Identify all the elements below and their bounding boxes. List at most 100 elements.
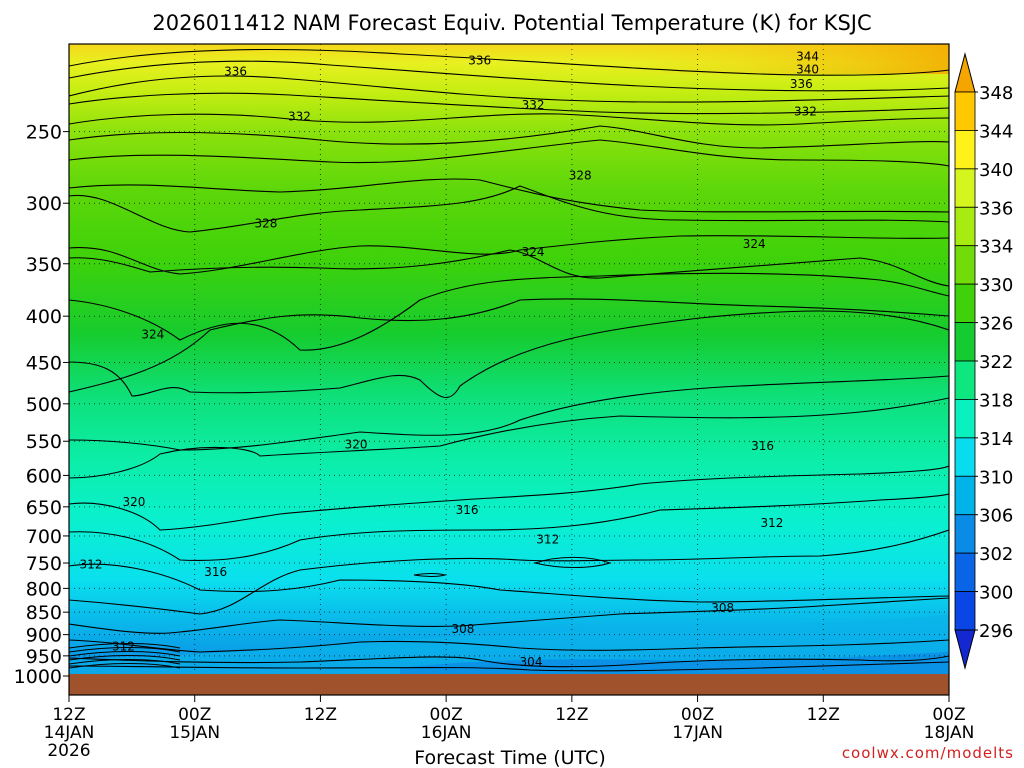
colorbar-segment bbox=[954, 591, 976, 631]
colorbar-label: 340 bbox=[979, 160, 1013, 181]
colorbar: 348 344 340 336 334 330 326 322 318 314 310 306 302 3… bbox=[954, 52, 1013, 670]
contour-line bbox=[69, 92, 949, 115]
contour-line bbox=[69, 139, 949, 167]
contour-line bbox=[69, 249, 949, 287]
colorbar-label: 330 bbox=[979, 275, 1013, 296]
contour-label: 308 bbox=[711, 601, 734, 615]
grid-lines bbox=[69, 44, 949, 674]
contour-line bbox=[69, 49, 949, 76]
contour-label: 320 bbox=[345, 437, 368, 451]
colorbar-label: 310 bbox=[979, 467, 1013, 488]
x-tick-label: 2026 bbox=[47, 741, 90, 761]
contour-label: 316 bbox=[456, 503, 479, 517]
colorbar-label: 344 bbox=[979, 121, 1013, 142]
contour-label: 344 bbox=[796, 50, 819, 64]
x-tick-label: 12Z bbox=[555, 705, 588, 725]
y-tick-label: 550 bbox=[26, 431, 62, 453]
contour-line bbox=[69, 563, 949, 603]
colorbar-segment bbox=[954, 475, 976, 516]
contour-line bbox=[69, 113, 949, 126]
x-tick-label: 00Z bbox=[932, 705, 965, 725]
theta-e-min-region bbox=[400, 652, 949, 674]
y-tick-label: 400 bbox=[26, 306, 62, 328]
contour-label: 340 bbox=[796, 63, 819, 77]
contour-label: 332 bbox=[794, 105, 817, 119]
x-tick-label: 16JAN bbox=[421, 723, 472, 743]
x-tick-label: 12Z bbox=[52, 705, 85, 725]
colorbar-label: 296 bbox=[979, 621, 1013, 642]
chart-title: 2026011412 NAM Forecast Equiv. Potential… bbox=[152, 11, 871, 35]
contour-label: 324 bbox=[141, 327, 164, 341]
contour-label: 328 bbox=[569, 169, 592, 183]
colorbar-segment bbox=[954, 283, 976, 323]
contour-line bbox=[69, 654, 181, 661]
colorbar-segment bbox=[954, 514, 976, 554]
contour-label: 316 bbox=[204, 565, 227, 579]
contour-label: 336 bbox=[468, 53, 491, 67]
colorbar-label: 336 bbox=[979, 198, 1013, 219]
ground-bar bbox=[69, 674, 949, 695]
x-tick-label: 15JAN bbox=[169, 723, 220, 743]
contour-label: 304 bbox=[520, 655, 543, 669]
colorbar-segment bbox=[954, 91, 976, 131]
y-tick-label: 1000 bbox=[14, 666, 62, 688]
x-tick-label: 17JAN bbox=[672, 723, 723, 743]
y-tick-label: 650 bbox=[26, 497, 62, 519]
colorbar-label: 334 bbox=[979, 237, 1013, 258]
contour-labels: 3443403363323363363323323283283243243243… bbox=[80, 50, 819, 670]
contour-label: 316 bbox=[751, 439, 774, 453]
plot-frame bbox=[68, 43, 950, 696]
contour-label: 320 bbox=[122, 495, 145, 509]
y-tick-label: 450 bbox=[26, 352, 62, 374]
contour-label: 312 bbox=[760, 516, 783, 530]
colorbar-label: 302 bbox=[979, 544, 1013, 565]
contour-line bbox=[69, 662, 181, 669]
y-tick-label: 950 bbox=[26, 646, 62, 668]
contour-line bbox=[69, 658, 181, 665]
contour-label: 336 bbox=[790, 77, 813, 91]
y-tick-label: 850 bbox=[26, 602, 62, 624]
colorbar-label: 318 bbox=[979, 390, 1013, 411]
colorbar-label: 326 bbox=[979, 314, 1013, 335]
contour-line bbox=[69, 646, 181, 653]
colorbar-label: 306 bbox=[979, 506, 1013, 527]
colorbar-segment bbox=[954, 322, 976, 362]
contour-line bbox=[69, 465, 949, 531]
y-tick-label: 300 bbox=[26, 193, 62, 215]
contour-line bbox=[69, 639, 949, 653]
x-tick-label: 00Z bbox=[681, 705, 714, 725]
x-axis-label: Forecast Time (UTC) bbox=[414, 747, 605, 768]
y-tick-label: 700 bbox=[26, 526, 62, 548]
contour-label: 308 bbox=[451, 622, 474, 636]
colorbar-extend-min bbox=[954, 629, 976, 670]
x-tick-label: 00Z bbox=[178, 705, 211, 725]
y-tick-label: 250 bbox=[26, 122, 62, 144]
colorbar-label: 322 bbox=[979, 352, 1013, 373]
y-tick-label: 750 bbox=[26, 553, 62, 575]
y-tick-label: 900 bbox=[26, 625, 62, 647]
contour-line bbox=[69, 650, 181, 657]
contour-line bbox=[69, 597, 949, 634]
contour-line bbox=[532, 556, 612, 568]
colorbar-label: 300 bbox=[979, 583, 1013, 604]
colorbar-segment bbox=[954, 399, 976, 439]
contour-label: 312 bbox=[536, 533, 559, 547]
colorbar-extend-max bbox=[954, 52, 976, 93]
contour-label: 312 bbox=[80, 558, 103, 572]
contour-line bbox=[413, 572, 448, 578]
colorbar-segment bbox=[954, 130, 976, 170]
contour-label: 328 bbox=[254, 216, 277, 230]
contour-line bbox=[69, 642, 181, 649]
colorbar-label: 314 bbox=[979, 429, 1013, 450]
colorbar-segment bbox=[954, 552, 976, 592]
x-tick-label: 14JAN bbox=[44, 723, 95, 743]
contour-line bbox=[69, 529, 949, 615]
x-tick-label: 00Z bbox=[430, 705, 463, 725]
contour-line bbox=[69, 125, 949, 149]
contour-line bbox=[69, 60, 949, 92]
y-axis: 2503003504004505005506006507007508008509… bbox=[14, 122, 69, 688]
contour-line bbox=[69, 75, 949, 103]
y-tick-label: 600 bbox=[26, 465, 62, 487]
